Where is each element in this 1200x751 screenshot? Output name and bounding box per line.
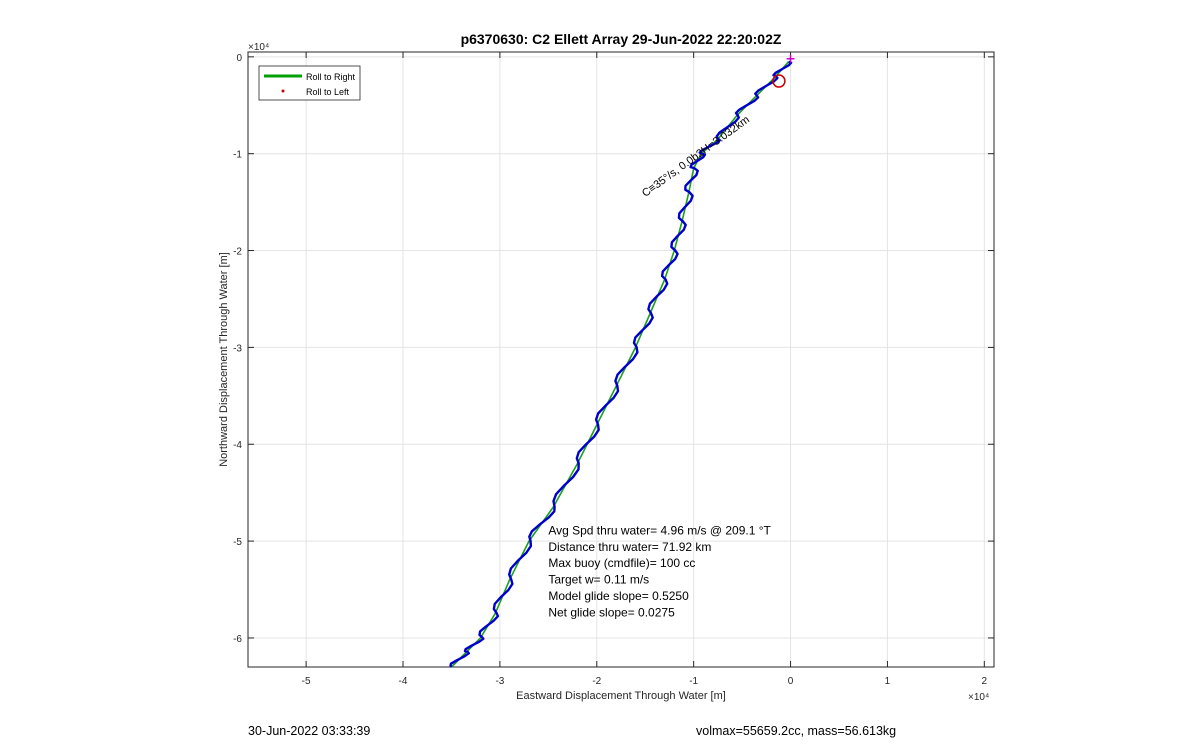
footer-volume-mass: volmax=55659.2cc, mass=56.613kg xyxy=(696,724,897,738)
x-tick-label: -4 xyxy=(399,676,408,687)
stats-line: Avg Spd thru water= 4.96 m/s @ 209.1 °T xyxy=(548,523,771,537)
y-tick-label: 0 xyxy=(236,53,242,64)
stats-line: Distance thru water= 71.92 km xyxy=(548,540,711,554)
axes-box xyxy=(247,51,995,668)
series-layer xyxy=(449,60,793,668)
x-tick-label: -1 xyxy=(689,676,698,687)
ticks: -5 -4 -3 -2 -1 0 1 2 0 -1 -2 -3 -4 -5 -6 xyxy=(233,52,994,687)
x-tick-label: 0 xyxy=(788,676,794,687)
y-tick-label: -4 xyxy=(233,440,242,451)
x-tick-label: 1 xyxy=(885,676,891,687)
markers xyxy=(772,54,795,88)
y-tick-label: -1 xyxy=(233,150,242,161)
x-axis-label: Eastward Displacement Through Water [m] xyxy=(516,690,726,702)
grid xyxy=(248,52,994,667)
x-exponent-label: ×10⁴ xyxy=(968,692,989,703)
stats-line: Net glide slope= 0.0275 xyxy=(548,606,675,620)
stats-line: Target w= 0.11 m/s xyxy=(548,573,649,587)
y-tick-label: -3 xyxy=(233,343,242,354)
x-tick-label: 2 xyxy=(982,676,988,687)
y-exponent-label: ×10⁴ xyxy=(248,42,269,53)
y-tick-label: -5 xyxy=(233,537,242,548)
stats-annotation: Avg Spd thru water= 4.96 m/s @ 209.1 °T D… xyxy=(548,523,771,619)
legend-label-roll-left: Roll to Left xyxy=(306,87,350,97)
legend: Roll to Right Roll to Left xyxy=(258,65,361,101)
series-line-track xyxy=(449,60,793,668)
y-axis-label: Northward Displacement Through Water [m] xyxy=(218,252,230,467)
footer-timestamp: 30-Jun-2022 03:33:39 xyxy=(248,724,371,738)
stats-line: Max buoy (cmdfile)= 100 cc xyxy=(548,556,695,570)
legend-label-roll-right: Roll to Right xyxy=(306,72,356,82)
legend-swatch-roll-left xyxy=(281,89,285,93)
legend-box xyxy=(258,65,361,101)
x-tick-label: -2 xyxy=(592,676,601,687)
x-tick-label: -3 xyxy=(495,676,504,687)
y-tick-label: -2 xyxy=(233,247,242,258)
start-marker xyxy=(772,74,786,88)
stats-line: Model glide slope= 0.5250 xyxy=(548,589,689,603)
x-tick-label: -5 xyxy=(302,676,311,687)
current-annotation: C≡35°/s, 0.0b2H=3.032km xyxy=(640,114,752,200)
chart-title: p6370630: C2 Ellett Array 29-Jun-2022 22… xyxy=(461,31,782,47)
y-tick-label: -6 xyxy=(233,634,242,645)
